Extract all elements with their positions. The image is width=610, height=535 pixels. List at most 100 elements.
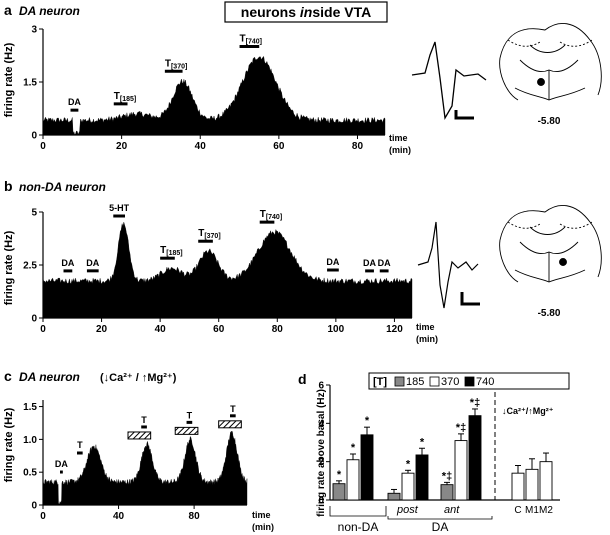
bar [401, 472, 415, 501]
significance-mark: *‡ [456, 422, 466, 434]
bar [440, 484, 454, 501]
event-label: 5-HT [109, 203, 130, 213]
panel-b-recording-site [559, 258, 567, 266]
panel-d: d firing rate above basal (Hz) [T] 185 3… [298, 371, 570, 534]
legend-swatch-185 [394, 376, 405, 387]
event-hatch-bar [218, 420, 242, 429]
panel-c-condition: (↓Ca²⁺ / ↑Mg²⁺) [100, 372, 177, 384]
panel-c-letter: c [4, 368, 12, 384]
y-tick-label: 0 [31, 131, 37, 142]
x-tick-label: 0 [40, 511, 46, 522]
y-tick-label: 1.0 [23, 435, 37, 446]
panel-a-xlabel-time: time [389, 133, 408, 143]
bar [539, 461, 553, 501]
panel-c-title: DA neuron [19, 370, 80, 384]
figure-title-post: side VTA [312, 4, 371, 20]
event-label: T[370] [198, 228, 220, 240]
panel-b: b non-DA neuron firing rate (Hz) 0 20 40 60… [3, 178, 602, 344]
control-label: M1 [525, 505, 539, 516]
x-tick-label: 60 [273, 141, 285, 152]
x-tick-label: 20 [116, 141, 128, 152]
significance-mark: * [406, 458, 411, 470]
panel-b-scale-bar [460, 292, 480, 306]
panel-a-title: DA neuron [19, 4, 80, 18]
legend-swatch-370 [429, 376, 440, 387]
panel-b-coordinate: -5.80 [538, 308, 561, 319]
panel-a-brain-section [499, 23, 602, 101]
figure-title-pre: neurons [241, 4, 300, 20]
group-label-ant: ant [444, 504, 460, 516]
event-hatch-bar [127, 431, 152, 440]
panel-a-xlabel-unit: (min) [389, 145, 411, 155]
x-tick-label: 120 [386, 324, 403, 335]
bar [360, 434, 374, 501]
panel-c: c DA neuron (↓Ca²⁺ / ↑Mg²⁺) firing rate … [3, 368, 274, 532]
event-label: DA [68, 97, 81, 107]
bar [511, 472, 525, 501]
y-tick-label: 6 [318, 381, 324, 392]
panel-b-waveform [417, 221, 480, 309]
x-tick-label: 80 [189, 511, 201, 522]
bracket-da [387, 516, 493, 520]
panel-a: a DA neuron firing rate (Hz) 0 20 40 60 80 0 1… [3, 2, 602, 155]
event-label: T [187, 410, 193, 420]
y-tick-label: 0 [318, 496, 324, 507]
bar [387, 492, 401, 501]
panel-c-xlabel-time: time [252, 510, 271, 520]
panel-a-recording-site [537, 78, 545, 86]
x-tick-label: 0 [40, 141, 46, 152]
event-label: T[740] [240, 34, 262, 46]
y-tick-label: 2.5 [23, 261, 37, 272]
event-label: T [141, 415, 147, 425]
significance-mark: *‡ [442, 470, 452, 482]
significance-mark: * [420, 436, 425, 448]
section-label-non-da: non-DA [338, 520, 379, 534]
firing-trace [42, 222, 413, 319]
legend-370: 370 [441, 376, 459, 388]
panel-a-plot: 0 20 40 60 80 0 1.5 3 DA T[185] T[370] T[740] [23, 25, 386, 152]
svg-text:neurons inside VTA: neurons inside VTA [241, 4, 371, 20]
significance-mark: * [365, 415, 370, 427]
panel-b-letter: b [4, 178, 13, 194]
x-tick-label: 0 [40, 324, 46, 335]
panel-d-legend: [T] 185 370 740 [368, 372, 570, 390]
panel-d-plot: 0 2 4 6 * * * * * *‡ *‡ *‡ C M1 M2 [318, 381, 560, 516]
event-label: DA [86, 258, 99, 268]
firing-trace [42, 430, 248, 506]
x-tick-label: 40 [113, 511, 125, 522]
y-tick-label: 0 [31, 501, 37, 512]
panel-a-waveform [411, 41, 487, 120]
event-label: T [230, 404, 236, 414]
event-label: DA [363, 258, 376, 268]
event-label: T[185] [114, 91, 136, 103]
panel-b-xlabel-time: time [416, 322, 435, 332]
panel-d-condition: ↓Ca²⁺/↑Mg²⁺ [502, 406, 554, 416]
panel-b-xlabel-unit: (min) [416, 334, 438, 344]
significance-mark: *‡ [470, 397, 480, 409]
panel-b-ylabel: firing rate (Hz) [3, 230, 15, 305]
panel-b-title: non-DA neuron [19, 180, 106, 194]
y-tick-label: 1.5 [23, 402, 37, 413]
x-tick-label: 100 [328, 324, 345, 335]
section-label-da: DA [432, 520, 449, 534]
y-tick-label: 0.5 [23, 468, 37, 479]
y-tick-label: 0 [31, 314, 37, 325]
event-label: T[370] [165, 58, 187, 70]
x-tick-label: 80 [272, 324, 284, 335]
bar [415, 454, 429, 501]
y-tick-label: 2 [318, 457, 324, 468]
significance-mark: * [337, 469, 342, 481]
y-tick-label: 4 [318, 419, 324, 430]
legend-185: 185 [406, 376, 424, 388]
control-label: M2 [539, 505, 553, 516]
y-tick-label: 3 [31, 25, 37, 36]
firing-trace [42, 55, 386, 136]
bar [346, 459, 360, 501]
event-hatch-bar [174, 426, 199, 435]
y-tick-label: 5 [31, 208, 37, 219]
significance-mark: * [351, 442, 356, 454]
event-label: DA [61, 258, 74, 268]
panel-a-scale-bar [454, 110, 474, 120]
